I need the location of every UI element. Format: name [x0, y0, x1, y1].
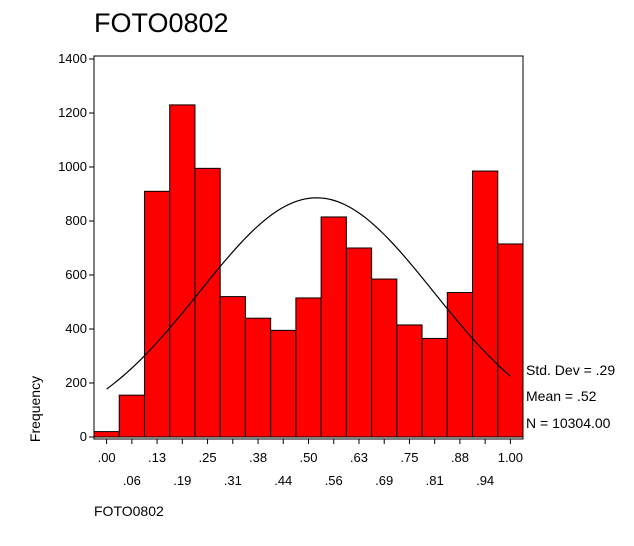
x-tick-label: .25 — [199, 450, 217, 465]
mean-label: Mean = .52 — [526, 388, 597, 404]
x-axis: .00 .13 .25 .38 .50 .63 .75 .88 1.00 .06 .19 .31 .44… — [98, 439, 523, 488]
x-tick-label: .81 — [426, 473, 444, 488]
histogram-bar — [295, 297, 322, 438]
x-tick-label: .06 — [123, 473, 141, 488]
y-tick-label: 200 — [65, 375, 87, 390]
n-label: N = 10304.00 — [526, 415, 611, 431]
x-tick-label: .13 — [148, 450, 166, 465]
histogram-bar — [320, 216, 347, 438]
x-tick-label: .00 — [98, 450, 116, 465]
y-tick-label: 1200 — [58, 105, 87, 120]
y-tick-label: 0 — [80, 429, 87, 444]
histogram-bar — [472, 170, 499, 438]
histogram-bar — [169, 104, 196, 438]
histogram-bar — [497, 243, 524, 438]
histogram-bar — [396, 324, 423, 438]
histogram-bar — [93, 431, 120, 438]
std-dev-label: Std. Dev = .29 — [526, 362, 615, 378]
x-tick-label: .75 — [400, 450, 418, 465]
x-tick-label: .50 — [299, 450, 317, 465]
histogram-bar — [194, 167, 221, 438]
y-axis: 0 200 400 600 800 1000 1200 1400 — [58, 51, 94, 444]
histogram-bar — [371, 278, 398, 438]
x-tick-label: .56 — [325, 473, 343, 488]
x-tick-label: .69 — [375, 473, 393, 488]
y-tick-label: 800 — [65, 213, 87, 228]
x-tick-label: .44 — [274, 473, 292, 488]
chart-title: FOTO0802 — [94, 8, 229, 38]
normal-curve — [106, 197, 511, 390]
histogram-bar — [118, 394, 145, 438]
y-tick-label: 1400 — [58, 51, 87, 66]
y-tick-label: 600 — [65, 267, 87, 282]
histogram-bar — [219, 296, 246, 438]
x-tick-label: .31 — [224, 473, 242, 488]
x-tick-label: .88 — [451, 450, 469, 465]
y-tick-label: 1000 — [58, 159, 87, 174]
x-tick-label: .94 — [476, 473, 494, 488]
histogram-bar — [421, 337, 448, 438]
histogram-bar — [143, 190, 171, 438]
x-axis-label: FOTO0802 — [94, 503, 164, 519]
bars-group — [93, 104, 524, 438]
histogram-bar — [244, 317, 272, 438]
y-tick-label: 400 — [65, 321, 87, 336]
y-axis-label: Frequency — [27, 376, 43, 442]
x-tick-label: .38 — [249, 450, 267, 465]
x-tick-label: 1.00 — [498, 450, 523, 465]
histogram-bar — [446, 292, 474, 438]
histogram-bar — [270, 329, 297, 438]
x-tick-label: .19 — [173, 473, 191, 488]
histogram-bar — [345, 247, 373, 438]
x-tick-label: .63 — [350, 450, 368, 465]
